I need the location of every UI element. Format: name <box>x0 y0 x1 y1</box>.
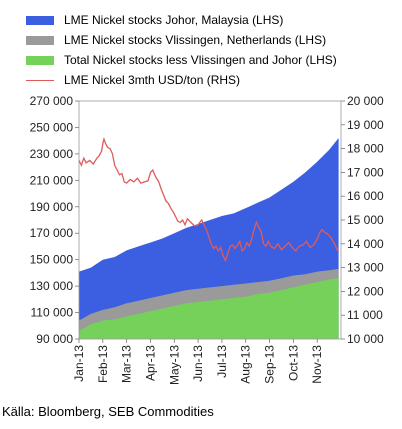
right-tick-label: 10 000 <box>347 332 384 346</box>
legend-label-total: Total Nickel stocks less Vlissingen and … <box>64 53 337 67</box>
legend-swatch-vlissingen <box>26 35 54 45</box>
x-tick-label: Oct-13 <box>286 345 300 381</box>
legend-label-price: LME Nickel 3mth USD/ton (RHS) <box>64 73 241 87</box>
left-tick-label: 170 000 <box>30 226 74 240</box>
right-tick-label: 17 000 <box>347 165 384 179</box>
right-tick-label: 16 000 <box>347 189 384 203</box>
left-tick-label: 230 000 <box>30 147 74 161</box>
right-tick-label: 15 000 <box>347 213 384 227</box>
left-tick-label: 210 000 <box>30 173 74 187</box>
area-series-3 <box>79 278 339 339</box>
legend-swatch-total <box>26 55 54 65</box>
left-tick-label: 110 000 <box>31 306 74 320</box>
x-tick-label: Aug-13 <box>239 345 253 384</box>
legend-item-johor: LME Nickel stocks Johor, Malaysia (LHS) <box>26 12 283 28</box>
x-tick-label: Nov-13 <box>310 345 324 384</box>
x-tick-label: Jun-13 <box>191 345 205 382</box>
legend-item-vlissingen: LME Nickel stocks Vlissingen, Netherland… <box>26 32 326 48</box>
x-tick-label: Sep-13 <box>263 345 277 384</box>
left-tick-label: 90 000 <box>36 332 73 346</box>
left-tick-label: 250 000 <box>30 120 74 134</box>
x-tick-label: Feb-13 <box>96 345 110 383</box>
legend-label-vlissingen: LME Nickel stocks Vlissingen, Netherland… <box>64 33 327 47</box>
right-tick-label: 19 000 <box>347 118 384 132</box>
legend-label-johor: LME Nickel stocks Johor, Malaysia (LHS) <box>64 13 284 27</box>
x-tick-label: Jan-13 <box>72 345 86 382</box>
left-tick-label: 130 000 <box>30 279 74 293</box>
legend-item-price: LME Nickel 3mth USD/ton (RHS) <box>26 72 240 88</box>
legend: LME Nickel stocks Johor, Malaysia (LHS) … <box>26 8 344 88</box>
right-tick-label: 20 000 <box>347 94 384 108</box>
left-tick-label: 190 000 <box>30 200 74 214</box>
right-tick-label: 14 000 <box>347 237 384 251</box>
source-note: Källa: Bloomberg, SEB Commodities <box>2 404 214 419</box>
x-tick-label: May-13 <box>167 345 181 385</box>
legend-swatch-price <box>26 79 54 81</box>
x-tick-label: Jul-13 <box>215 345 229 378</box>
right-tick-label: 13 000 <box>347 261 384 275</box>
x-tick-label: Mar-13 <box>120 345 134 383</box>
right-tick-label: 18 000 <box>347 142 384 156</box>
price-line <box>78 136 340 263</box>
right-tick-label: 12 000 <box>347 284 384 298</box>
right-tick-label: 11 000 <box>347 308 383 322</box>
left-tick-label: 270 000 <box>30 94 74 108</box>
legend-item-total: Total Nickel stocks less Vlissingen and … <box>26 52 337 68</box>
x-tick-label: Apr-13 <box>143 345 157 381</box>
left-tick-label: 150 000 <box>30 253 74 267</box>
legend-swatch-johor <box>26 15 54 25</box>
